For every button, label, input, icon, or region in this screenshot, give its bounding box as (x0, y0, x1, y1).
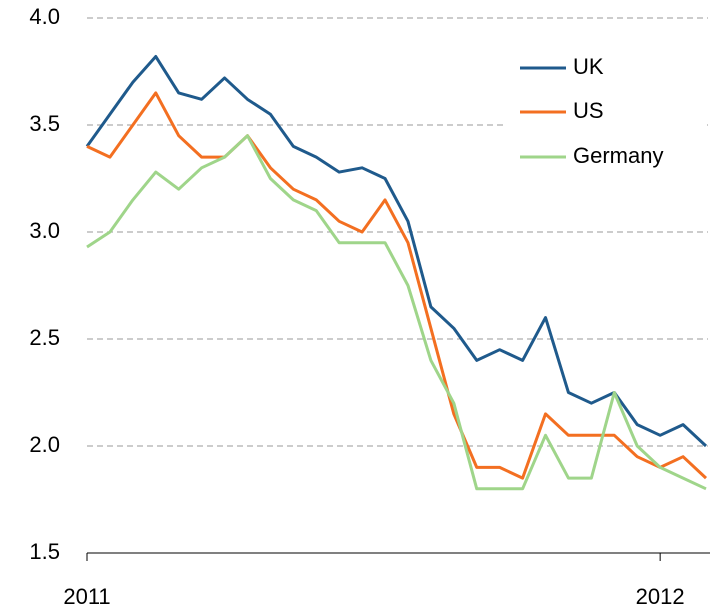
x-tick-label: 2012 (636, 584, 685, 609)
y-tick-label: 3.0 (29, 218, 60, 243)
y-tick-label: 3.5 (29, 111, 60, 136)
y-tick-label: 4.0 (29, 4, 60, 29)
x-tick-label: 2011 (63, 584, 110, 609)
legend-label: US (573, 98, 604, 123)
series-line (86, 134, 707, 491)
series-line (85, 55, 708, 448)
legend-label: Germany (573, 143, 663, 168)
y-tick-label: 1.5 (29, 539, 60, 564)
legend-label: UK (573, 54, 604, 79)
y-tick-label: 2.5 (29, 325, 60, 350)
y-tick-label: 2.0 (29, 432, 60, 457)
